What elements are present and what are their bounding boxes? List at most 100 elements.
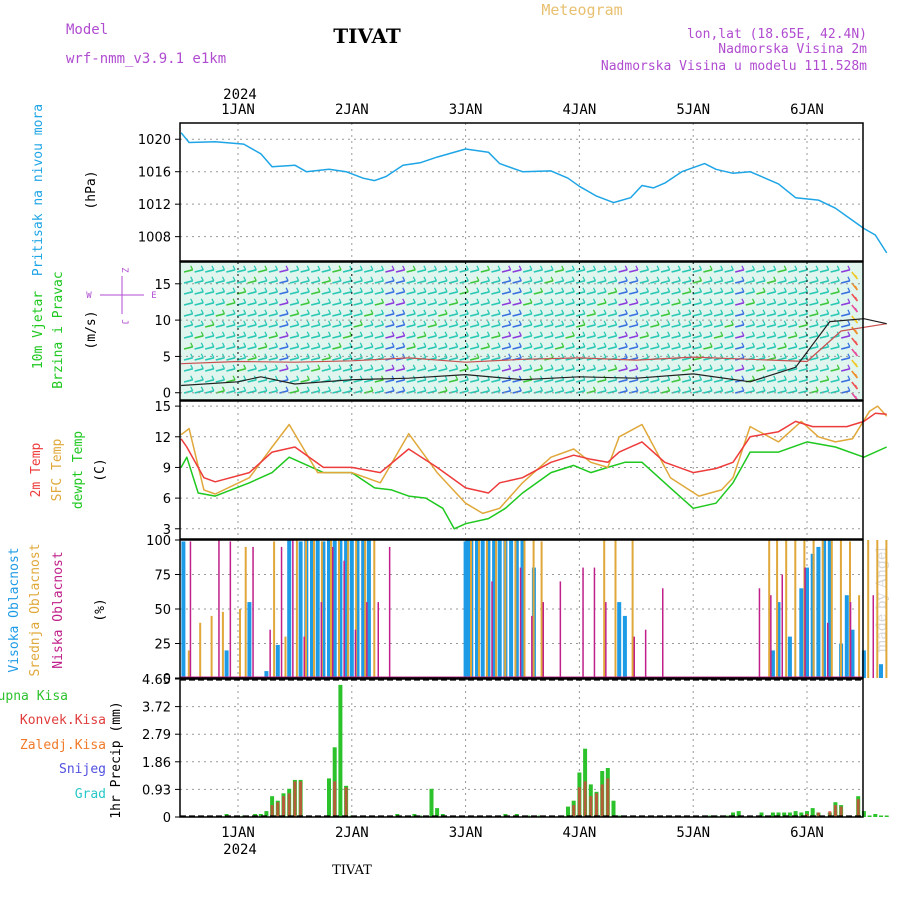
wind-barb [501, 390, 511, 394]
wind-barb [565, 280, 575, 284]
wind-barb [311, 346, 321, 350]
wind-barb [523, 324, 533, 328]
wind-barb-flag [571, 309, 575, 315]
wind-barb [226, 280, 236, 284]
wind-barb [215, 335, 225, 339]
cloud-low-bar [366, 602, 368, 678]
wind-barb [544, 379, 554, 383]
wind-barb [618, 324, 628, 328]
wind-barb-flag [571, 265, 575, 271]
cloud-high-bar [844, 595, 849, 678]
wind-barb [533, 280, 543, 284]
wind-barb [480, 368, 490, 372]
wind-barb-flag [274, 309, 279, 315]
wind-barb-flag [698, 265, 703, 271]
cloud-mid-bar [313, 540, 315, 678]
wind-barb [236, 324, 246, 328]
wind-barb-flag [497, 298, 501, 304]
wind-barb [660, 324, 670, 328]
wind-barb [268, 269, 278, 273]
wind-barb-flag [508, 353, 512, 359]
wind-barb [300, 280, 310, 284]
wind-barb-flag [455, 298, 459, 304]
wind-barb-flag [571, 364, 575, 370]
wind-barb [374, 368, 384, 372]
cloud-mid-bar [776, 540, 779, 678]
wind-barb-flag [847, 287, 851, 293]
wind-barb-flag [274, 375, 279, 381]
lonlat-text: lon,lat (18.65E, 42.4N) [687, 27, 867, 42]
wind-barb [395, 313, 405, 317]
wind-barb-flag [709, 287, 713, 293]
wind-barb [279, 324, 289, 328]
wind-barb-flag [624, 276, 628, 282]
wind-barb-flag [603, 320, 607, 326]
wind-barb [618, 291, 628, 295]
temp-unit: (C) [93, 458, 108, 481]
precip-ylabel: 1hr Precip (mm) [109, 701, 124, 818]
wind-barb [332, 368, 342, 372]
wind-barb-flag [349, 353, 353, 359]
wind-barb-flag [274, 320, 279, 326]
wind-barb [819, 302, 829, 306]
wind-line [181, 323, 887, 365]
wind-barb [512, 280, 522, 284]
wind-barb-flag [370, 287, 374, 293]
wind-barb [364, 379, 374, 383]
wind-barb [554, 291, 564, 295]
wind-barb-flag [211, 342, 215, 348]
top-date-label: 3JAN [449, 102, 483, 118]
wind-barb-flag [232, 287, 236, 293]
wind-frame [179, 261, 864, 401]
wind-barb-flag [433, 276, 438, 282]
wind-barb-flag [783, 298, 787, 304]
wind-barb [523, 390, 533, 394]
wind-barb-flag [433, 386, 438, 392]
wind-barb [639, 335, 649, 339]
wind-barb [735, 280, 745, 284]
wind-barb [417, 335, 427, 339]
wind-barb [215, 291, 225, 295]
wind-barb [671, 346, 681, 350]
wind-barb [332, 357, 342, 361]
wind-barb [788, 291, 798, 295]
wind-barb-flag [635, 276, 639, 282]
wind-barb [353, 335, 363, 339]
wind-barb-flag [529, 386, 533, 392]
wind-barb-flag [402, 331, 406, 337]
cloud-low-bar [531, 615, 533, 678]
wind-barb-flag [614, 265, 618, 271]
wind-barb-flag [518, 309, 522, 315]
wind-barb [183, 390, 193, 394]
wind-barb-flag [433, 342, 438, 348]
wind-barb [544, 335, 554, 339]
precip-conv-bar [299, 781, 303, 817]
wind-barb [480, 335, 490, 339]
wind-barb-flag [854, 296, 858, 302]
wind-barb-flag [190, 353, 194, 359]
cloud-low-bar [388, 546, 391, 678]
wind-barb [682, 313, 692, 317]
wind-barb [597, 346, 607, 350]
wind-barb [565, 379, 575, 383]
wind-barb-flag [667, 331, 671, 337]
wind-barb-flag [783, 364, 787, 370]
wind-barb [713, 335, 723, 339]
precip-total-bar [258, 814, 263, 817]
wind-barb-flag [423, 342, 427, 348]
wind-barb [523, 313, 533, 317]
wind-barb [491, 368, 501, 372]
wind-barb-flag [730, 287, 734, 293]
wind-barb-flag [709, 386, 713, 392]
ytick-label: 15 [154, 400, 171, 415]
wind-barb [671, 379, 681, 383]
wind-barb [226, 335, 236, 339]
wind-barb [629, 324, 639, 328]
wind-barb [448, 324, 458, 328]
wind-barb-flag [561, 353, 565, 359]
wind-barb-flag [677, 342, 681, 348]
wind-barb-flag [571, 298, 575, 304]
wind-barb-flag [327, 342, 332, 348]
wind-barb [321, 368, 331, 372]
compass-n: Z [119, 267, 129, 273]
